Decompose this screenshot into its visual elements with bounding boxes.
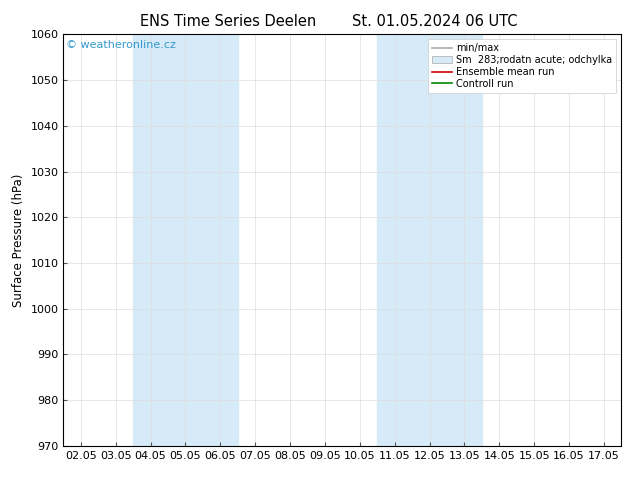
Legend: min/max, Sm  283;rodatn acute; odchylka, Ensemble mean run, Controll run: min/max, Sm 283;rodatn acute; odchylka, … [428, 39, 616, 93]
Text: ENS Time Series Deelen: ENS Time Series Deelen [140, 14, 316, 29]
Text: © weatheronline.cz: © weatheronline.cz [66, 41, 176, 50]
Bar [377, 34, 482, 446]
Bar [133, 34, 238, 446]
Y-axis label: Surface Pressure (hPa): Surface Pressure (hPa) [12, 173, 25, 307]
Text: St. 01.05.2024 06 UTC: St. 01.05.2024 06 UTC [351, 14, 517, 29]
